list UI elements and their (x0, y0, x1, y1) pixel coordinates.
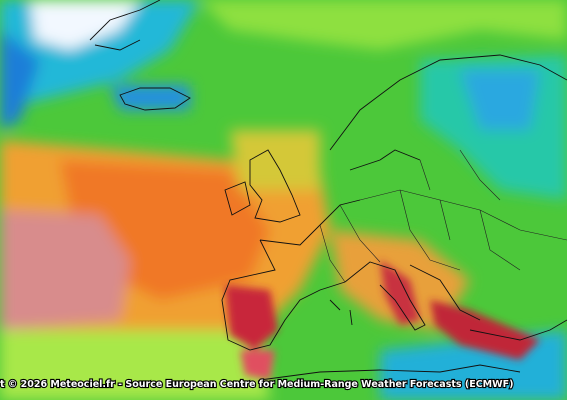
credit-text: t © 2026 Meteociel.fr - Source European … (0, 379, 513, 390)
iceland-coast (119, 87, 191, 111)
britain-coast (249, 149, 301, 223)
hot-spots (225, 260, 540, 380)
ireland-coast (224, 181, 251, 216)
borders (319, 149, 567, 283)
greenland-coast (89, 0, 161, 51)
med-coast (344, 261, 567, 341)
coastlines (89, 0, 567, 381)
scandinavia-coast (329, 54, 567, 171)
country-borders (319, 149, 567, 283)
africa-coast (259, 299, 521, 381)
